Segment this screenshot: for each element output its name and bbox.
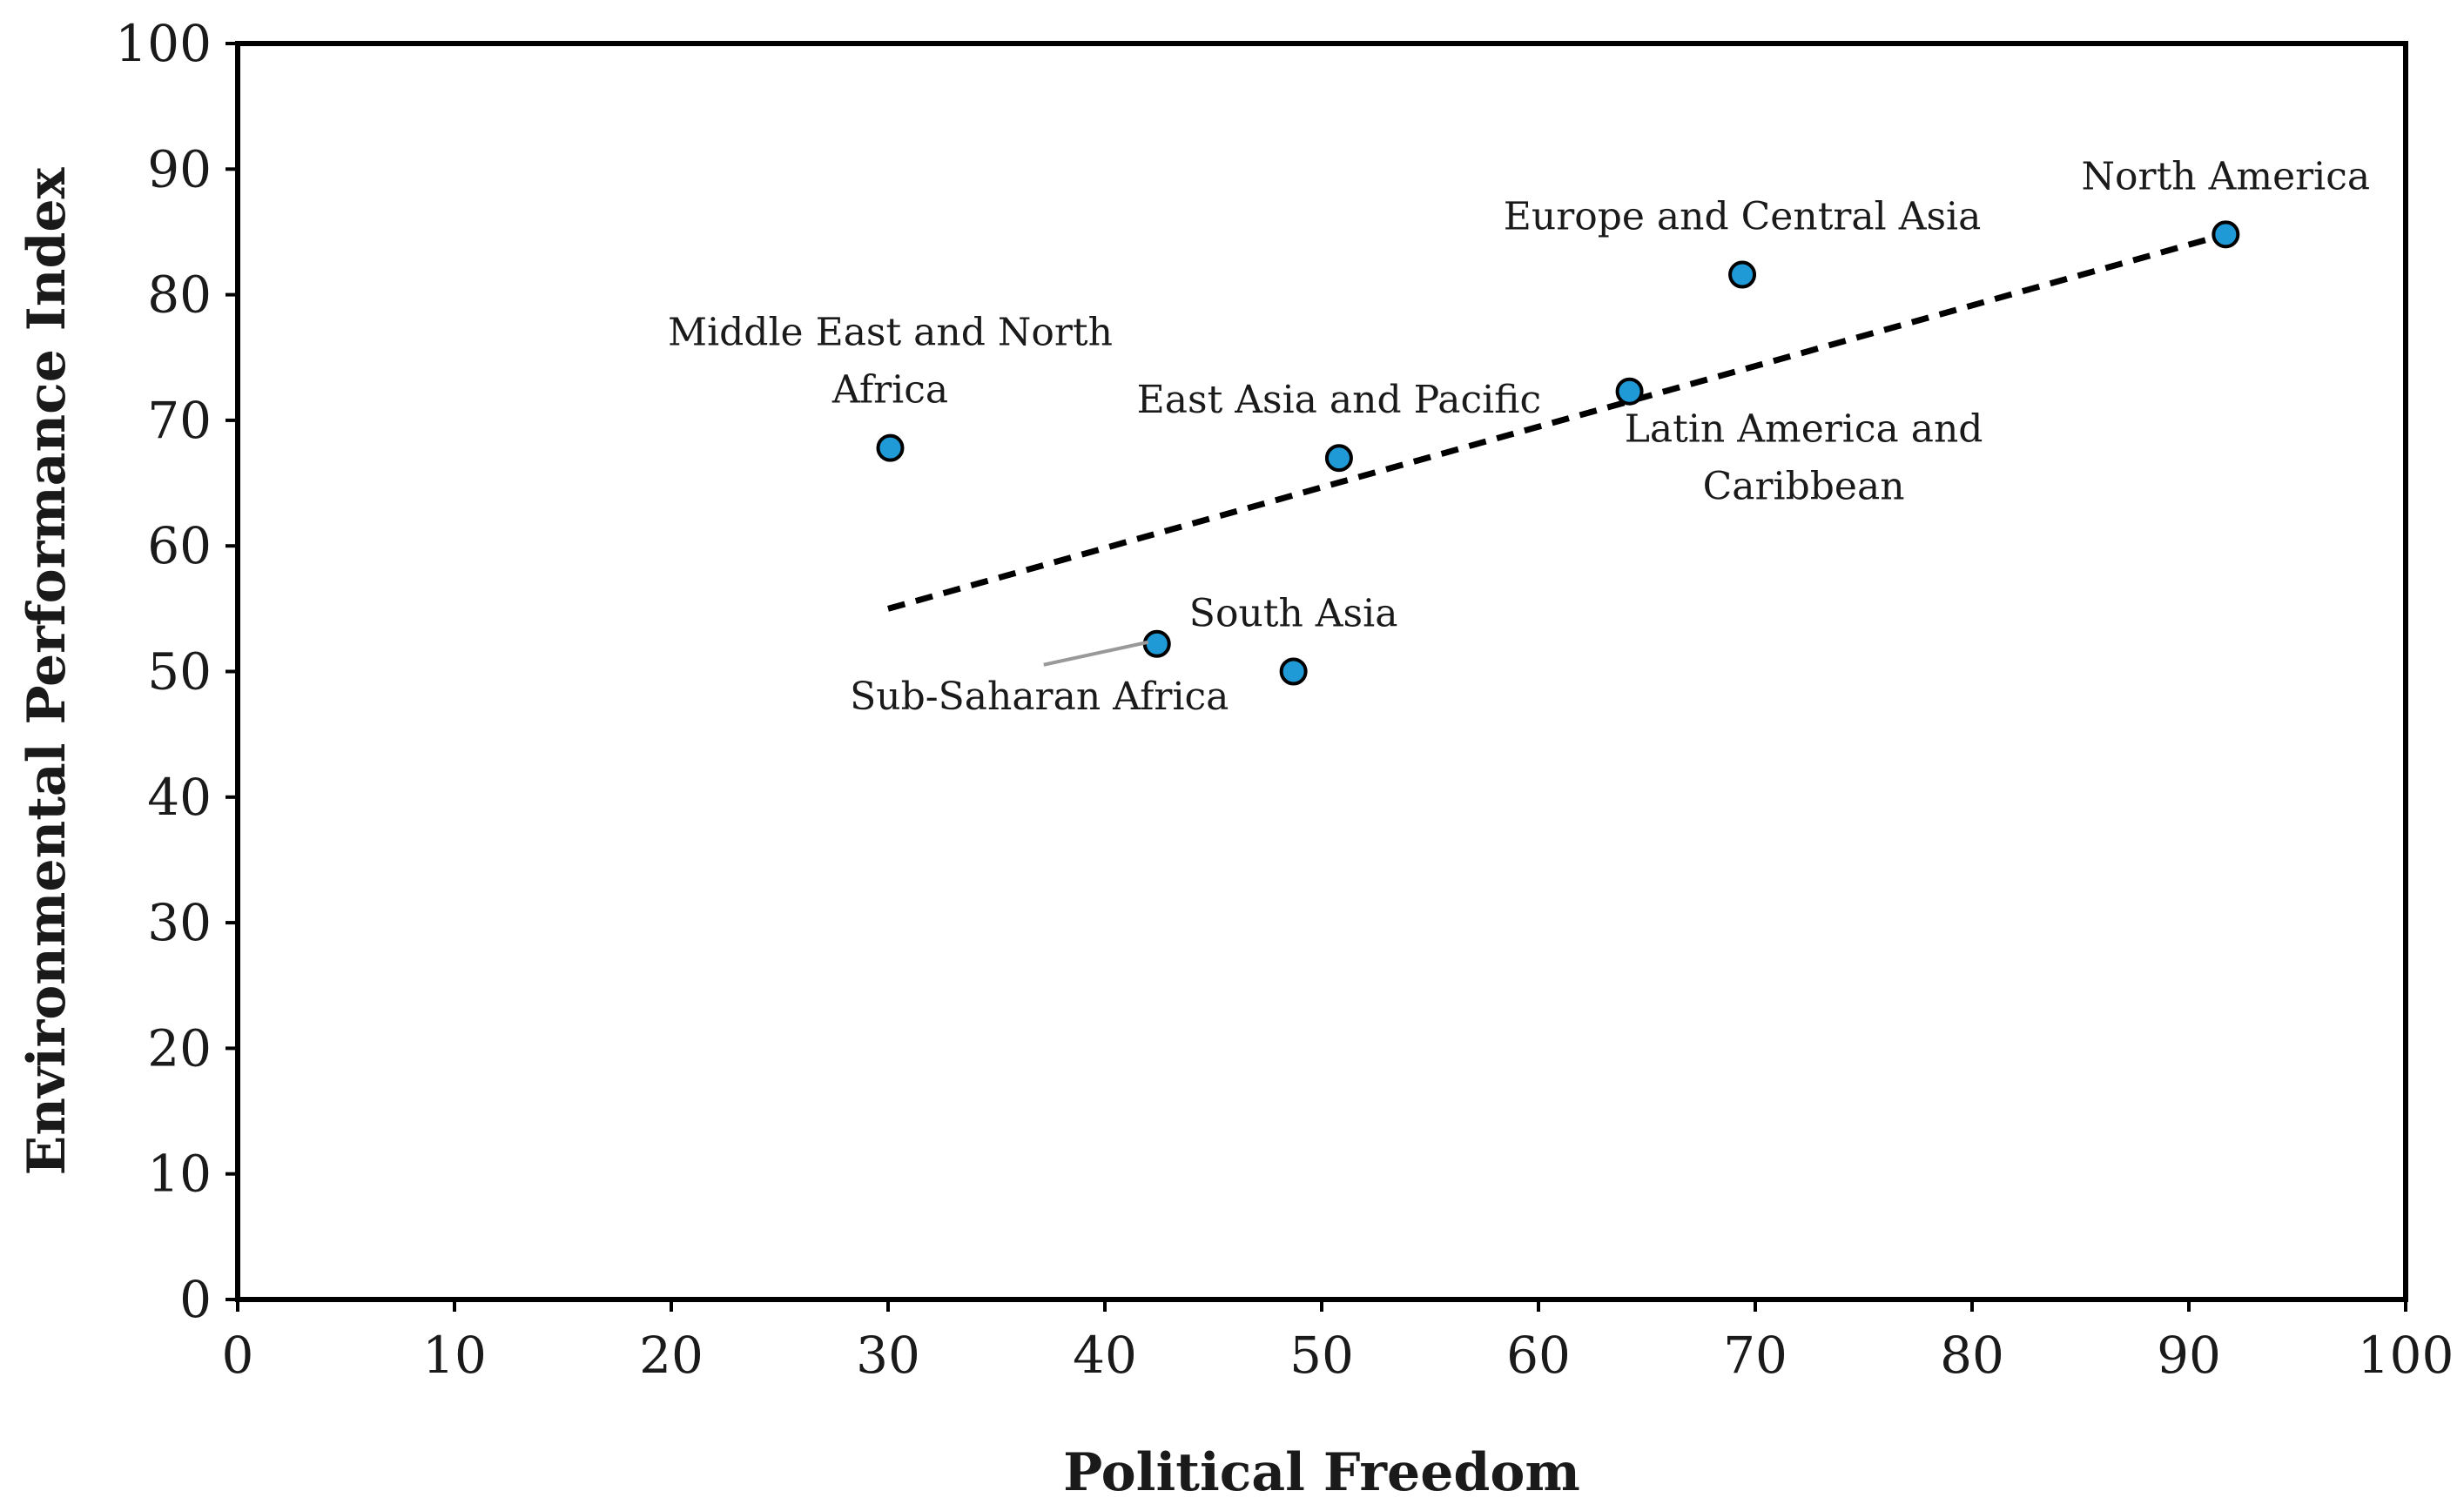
y-axis-title: Environmental Performance Index [17, 166, 77, 1175]
plot-area [235, 41, 2408, 1302]
y-tick-label: 100 [115, 14, 212, 73]
data-point [1279, 657, 1308, 686]
data-label: Middle East and North [668, 311, 1113, 355]
y-tick-label: 40 [147, 768, 212, 827]
data-label: East Asia and Pacific [1137, 378, 1542, 422]
data-labels: Middle East and North Africa Sub-Saharan A… [668, 154, 2370, 718]
data-label: Sub-Saharan Africa [850, 675, 1229, 719]
x-tick-label: 70 [1723, 1326, 1787, 1385]
x-tick-label: 20 [639, 1326, 704, 1385]
y-tick-label: 50 [147, 642, 212, 702]
data-label: Latin America and [1625, 407, 1983, 452]
x-tick-label: 0 [222, 1326, 254, 1385]
y-tick-label: 60 [147, 516, 212, 575]
label-leader-line [1043, 640, 1149, 667]
y-tick-label: 0 [179, 1270, 212, 1329]
y-tick-label: 90 [147, 139, 212, 198]
data-point [1728, 260, 1757, 289]
x-tick-label: 40 [1073, 1326, 1137, 1385]
x-tick-label: 10 [422, 1326, 487, 1385]
data-label: North America [2082, 154, 2371, 198]
data-label: Europe and Central Asia [1504, 195, 1982, 239]
x-tick-label: 100 [2358, 1326, 2454, 1385]
y-tick-label: 80 [147, 265, 212, 325]
x-axis: 0 10 20 30 40 50 60 70 80 90 100 [222, 1299, 2454, 1385]
y-tick-label: 70 [147, 391, 212, 450]
data-point [1324, 444, 1353, 473]
data-point [2212, 220, 2240, 249]
data-point [876, 433, 905, 462]
y-axis: 0 10 20 30 40 50 60 70 80 90 100 [115, 14, 238, 1329]
data-point [1615, 377, 1644, 406]
x-tick-label: 90 [2157, 1326, 2221, 1385]
x-tick-label: 30 [856, 1326, 920, 1385]
y-tick-label: 10 [147, 1145, 212, 1204]
x-tick-label: 50 [1289, 1326, 1354, 1385]
trendline [887, 231, 2227, 612]
trendline-layer [887, 231, 2227, 612]
data-points [876, 220, 2240, 686]
x-tick-label: 60 [1506, 1326, 1571, 1385]
data-label: Caribbean [1703, 465, 1905, 509]
data-label: Africa [831, 368, 948, 413]
x-tick-label: 80 [1940, 1326, 2004, 1385]
data-label: South Asia [1189, 592, 1398, 636]
y-tick-label: 20 [147, 1018, 212, 1078]
y-tick-label: 30 [147, 893, 212, 952]
x-axis-title: Political Freedom [1063, 1442, 1580, 1503]
